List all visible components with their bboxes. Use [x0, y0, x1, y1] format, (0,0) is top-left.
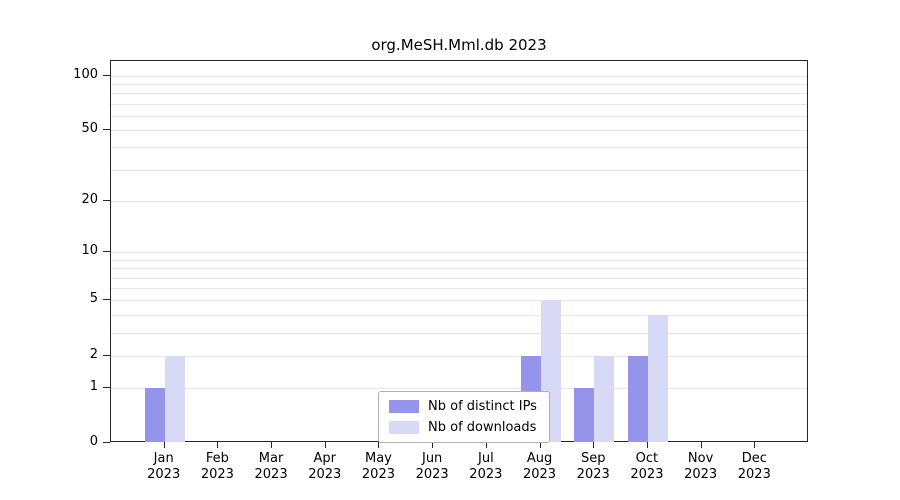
x-tick-mark	[539, 442, 541, 448]
y-tick-label: 10	[81, 243, 98, 259]
gridline	[111, 200, 807, 202]
x-tick-label-dec: Dec 2023	[737, 451, 771, 482]
x-tick-mark	[432, 442, 434, 448]
x-tick-label-jan: Jan 2023	[147, 451, 181, 482]
y-tick-mark	[103, 199, 110, 201]
x-tick-label-oct: Oct 2023	[630, 451, 664, 482]
y-tick-label: 100	[73, 66, 98, 82]
bar-downloads-jan	[164, 355, 185, 442]
y-tick-label: 5	[89, 291, 98, 307]
bar-distinct-ips-jan	[144, 387, 165, 442]
gridline	[111, 332, 807, 334]
gridline	[111, 75, 807, 77]
legend-item-distinct-ips: Nb of distinct IPs	[389, 399, 537, 414]
x-tick-mark	[271, 442, 273, 448]
gridline	[111, 288, 807, 290]
bar-distinct-ips-sep	[574, 387, 595, 442]
x-tick-mark	[378, 442, 380, 448]
bar-downloads-oct	[647, 314, 668, 442]
bar-distinct-ips-oct	[627, 355, 648, 442]
legend-swatch-downloads	[389, 421, 419, 434]
legend-label-distinct-ips: Nb of distinct IPs	[428, 399, 537, 414]
gridline	[111, 259, 807, 261]
plot-area	[110, 60, 808, 442]
x-tick-label-sep: Sep 2023	[576, 451, 610, 482]
gridline	[111, 314, 807, 316]
x-tick-mark	[593, 442, 595, 448]
x-tick-mark	[754, 442, 756, 448]
x-tick-label-nov: Nov 2023	[684, 451, 718, 482]
x-tick-label-apr: Apr 2023	[308, 451, 342, 482]
x-tick-mark	[485, 442, 487, 448]
x-tick-label-aug: Aug 2023	[522, 451, 557, 482]
gridline	[111, 103, 807, 105]
x-tick-mark	[646, 442, 648, 448]
x-tick-label-jun: Jun 2023	[415, 451, 449, 482]
x-tick-mark	[163, 442, 165, 448]
bar-downloads-sep	[594, 355, 615, 442]
gridline	[111, 268, 807, 270]
gridline	[111, 277, 807, 279]
chart-title: org.MeSH.Mml.db 2023	[371, 36, 547, 54]
x-tick-mark	[217, 442, 219, 448]
gridline	[111, 387, 807, 389]
y-tick-mark	[103, 74, 110, 76]
y-tick-mark	[103, 299, 110, 301]
x-tick-label-mar: Mar 2023	[254, 451, 288, 482]
y-tick-mark	[103, 129, 110, 131]
y-tick-label: 2	[89, 346, 98, 362]
gridline	[111, 169, 807, 171]
y-tick-label: 50	[81, 121, 98, 137]
x-tick-mark	[700, 442, 702, 448]
x-tick-mark	[324, 442, 326, 448]
x-tick-label-may: May 2023	[361, 451, 395, 482]
y-tick-label: 0	[89, 434, 98, 449]
y-tick-mark	[103, 354, 110, 356]
gridline	[111, 147, 807, 149]
y-tick-mark	[103, 251, 110, 253]
legend-item-downloads: Nb of downloads	[389, 420, 537, 435]
y-tick-mark	[103, 442, 110, 443]
gridline	[111, 115, 807, 117]
gridline	[111, 93, 807, 95]
gridline	[111, 83, 807, 85]
gridline	[111, 252, 807, 254]
legend: Nb of distinct IPs Nb of downloads	[378, 391, 550, 443]
x-tick-label-feb: Feb 2023	[200, 451, 234, 482]
legend-swatch-distinct-ips	[389, 400, 419, 413]
x-tick-label-jul: Jul 2023	[469, 451, 503, 482]
gridline	[111, 300, 807, 302]
y-tick-label: 20	[81, 191, 98, 207]
y-tick-label: 1	[89, 378, 98, 394]
gridline	[111, 130, 807, 132]
y-tick-mark	[103, 386, 110, 388]
gridline	[111, 355, 807, 357]
legend-label-downloads: Nb of downloads	[428, 420, 537, 435]
